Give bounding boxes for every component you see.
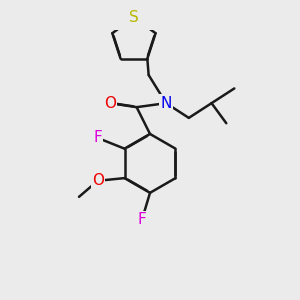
Text: O: O <box>104 96 116 111</box>
Text: O: O <box>92 173 104 188</box>
Text: F: F <box>93 130 102 146</box>
Text: N: N <box>160 96 172 111</box>
Text: F: F <box>138 212 146 227</box>
Text: S: S <box>129 10 139 25</box>
